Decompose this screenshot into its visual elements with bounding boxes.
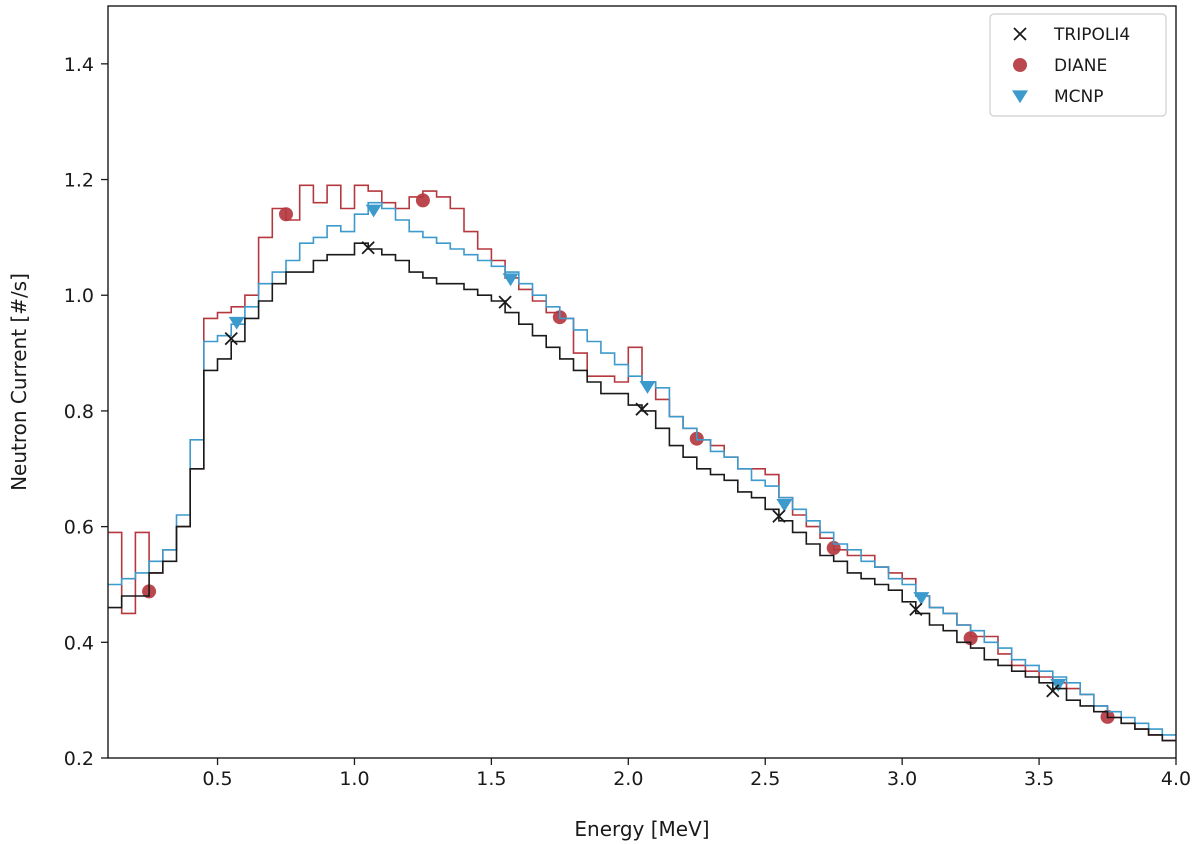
y-tick-label: 0.4 <box>64 632 94 654</box>
y-tick-label: 0.2 <box>64 748 94 770</box>
y-tick-label: 0.6 <box>64 517 94 539</box>
legend-entry-diane: DIANE <box>1013 56 1107 76</box>
y-axis: 0.2 0.4 0.6 0.8 1.0 1.2 1.4 <box>64 54 108 770</box>
plot-area <box>108 184 1176 742</box>
legend: TRIPOLI4 DIANE MCNP <box>989 13 1167 117</box>
data-point-tripoli4-1 <box>361 241 375 255</box>
legend-label-diane: DIANE <box>1054 56 1107 76</box>
x-tick-label: 3.0 <box>887 768 917 790</box>
series-line-mcnp <box>108 201 1176 736</box>
data-point-mcnp-2 <box>502 273 519 287</box>
y-tick-label: 0.8 <box>64 401 94 423</box>
legend-marker-mcnp <box>1012 90 1028 104</box>
data-point-diane-2 <box>415 193 430 208</box>
axes-frame <box>107 5 1177 759</box>
data-point-mcnp-5 <box>913 592 930 605</box>
legend-label-mcnp: MCNP <box>1054 87 1104 107</box>
legend-entry-tripoli4: TRIPOLI4 <box>1013 25 1130 45</box>
data-point-tripoli4-0 <box>224 331 238 346</box>
x-tick-label: 2.5 <box>750 768 780 790</box>
series-tripoli4 <box>108 241 1176 742</box>
data-point-tripoli4-2 <box>498 295 512 309</box>
data-point-diane-1 <box>279 207 293 222</box>
legend-marker-tripoli4 <box>1013 27 1027 41</box>
x-tick-label: 1.0 <box>339 768 369 790</box>
legend-frame <box>989 13 1167 117</box>
data-point-tripoli4-5 <box>909 602 923 616</box>
data-point-mcnp-1 <box>365 204 382 218</box>
y-tick-label: 1.4 <box>64 54 94 76</box>
x-axis-label: Energy [MeV] <box>574 817 709 841</box>
x-tick-label: 3.5 <box>1024 768 1054 790</box>
y-axis-label: Neutron Current [#/s] <box>7 273 31 491</box>
series-line-tripoli4 <box>108 242 1176 742</box>
legend-entry-mcnp: MCNP <box>1012 87 1104 107</box>
data-point-mcnp-0 <box>228 316 245 330</box>
legend-label-tripoli4: TRIPOLI4 <box>1053 25 1130 45</box>
data-point-tripoli4-6 <box>1046 684 1060 698</box>
y-tick-label: 1.0 <box>64 285 94 307</box>
x-tick-label: 1.5 <box>476 768 506 790</box>
data-point-tripoli4-4 <box>772 509 786 523</box>
data-point-tripoli4-3 <box>635 402 649 416</box>
y-tick-label: 1.2 <box>64 170 94 192</box>
x-tick-label: 4.0 <box>1161 768 1191 790</box>
data-point-mcnp-3 <box>639 381 656 394</box>
x-axis: 0.5 1.0 1.5 2.0 2.5 3.0 3.5 4.0 <box>202 758 1191 790</box>
legend-marker-diane <box>1013 58 1027 72</box>
x-tick-label: 2.0 <box>613 768 643 790</box>
data-point-mcnp-4 <box>776 499 793 512</box>
x-tick-label: 0.5 <box>202 768 232 790</box>
